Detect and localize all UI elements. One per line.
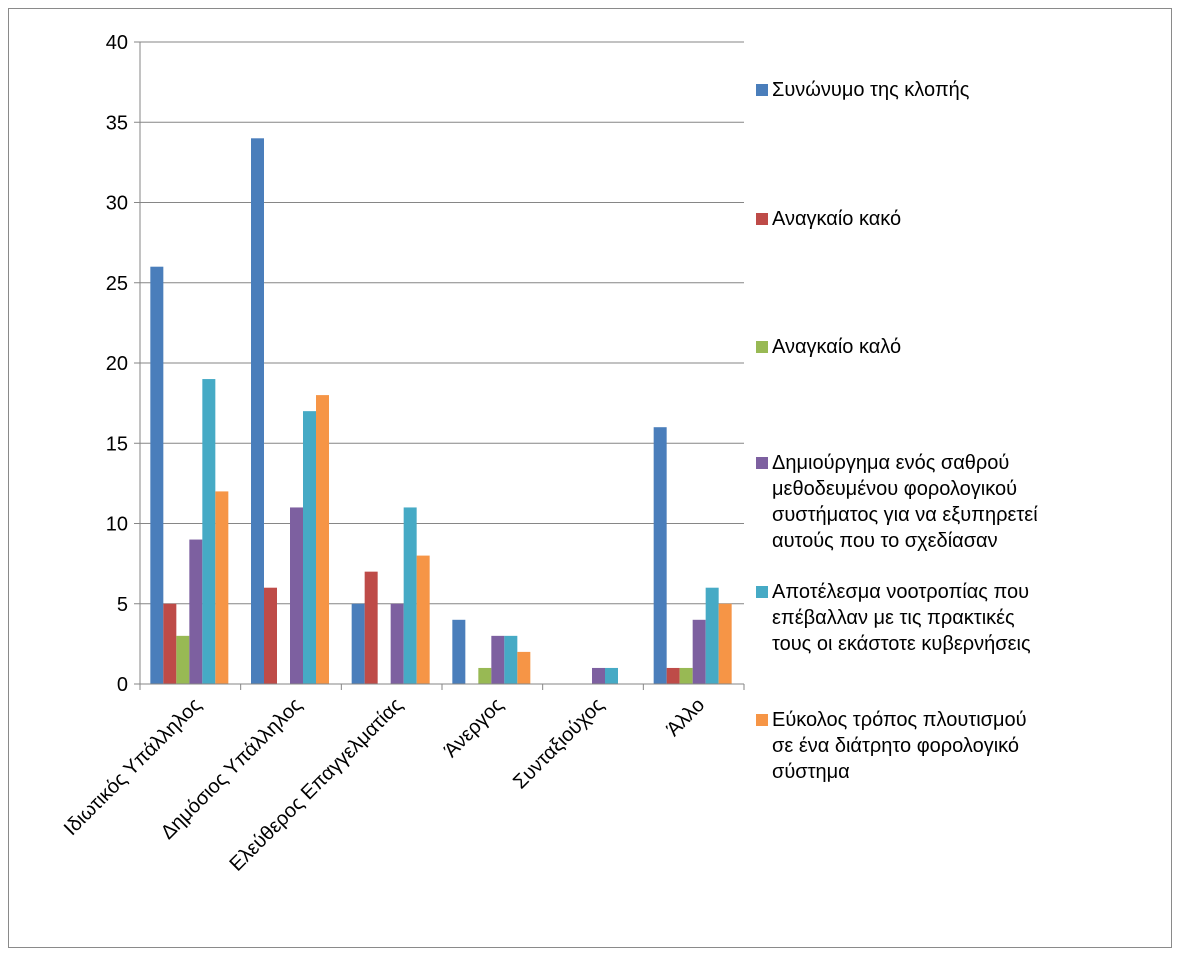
- y-tick-label: 20: [106, 353, 128, 375]
- axes: [139, 42, 745, 690]
- bar: [666, 667, 680, 684]
- legend-swatch: [756, 586, 768, 598]
- y-tick-label: 35: [106, 112, 128, 134]
- legend-label: Εύκολος τρόπος πλουτισμού: [772, 709, 1027, 731]
- x-category-label: Συνταξιούχος: [509, 694, 609, 794]
- bar: [189, 539, 203, 684]
- y-tick-label: 0: [117, 674, 128, 696]
- legend-label: Αποτέλεσμα νοοτροπίας που: [772, 581, 1029, 603]
- legend-label: Αναγκαίο κακό: [772, 208, 901, 230]
- y-tick-label: 40: [106, 32, 128, 54]
- bar: [290, 507, 303, 684]
- bar: [403, 507, 417, 684]
- bar: [351, 603, 365, 684]
- legend-label: επέβαλλαν με τις πρακτικές: [772, 607, 1015, 629]
- bar: [653, 427, 667, 684]
- legend-label: συστήματος για να εξυπηρετεί: [772, 504, 1038, 526]
- bar: [705, 587, 719, 684]
- bar: [517, 651, 531, 684]
- bar: [605, 667, 618, 684]
- bar: [202, 379, 216, 684]
- bar: [416, 555, 430, 684]
- bar: [491, 635, 505, 684]
- x-category-label: Άνεργος: [440, 694, 508, 762]
- legend-label: Αναγκαίο καλό: [772, 336, 901, 358]
- legend-swatch: [756, 84, 768, 96]
- y-tick-label: 5: [117, 594, 128, 616]
- y-axis-ticks: 0 5 10 15 20 25 30 35 40: [106, 32, 140, 696]
- bar: [251, 138, 264, 685]
- legend-label: Δημιούργημα ενός σαθρού: [772, 452, 1009, 474]
- bar: [718, 603, 732, 684]
- bar: [390, 603, 404, 684]
- legend-swatch: [756, 341, 768, 353]
- legend: Συνώνυμο της κλοπής Αναγκαίο κακό Αναγκαίο…: [756, 79, 1038, 783]
- bar: [303, 411, 316, 684]
- bar: [452, 619, 466, 684]
- x-category-label: Ελεύθερος Επαγγελματίας: [226, 694, 408, 876]
- y-tick-label: 30: [106, 193, 128, 215]
- bars: [150, 138, 732, 685]
- x-category-label: Άλλο: [662, 694, 709, 741]
- bar: [163, 603, 177, 684]
- y-tick-label: 25: [106, 273, 128, 295]
- y-tick-label: 10: [106, 514, 128, 536]
- legend-label: σύστημα: [772, 761, 850, 783]
- bar: [215, 491, 229, 684]
- bar: [592, 667, 605, 684]
- chart-frame: [8, 8, 1172, 948]
- bar: [150, 266, 164, 684]
- bar: [176, 635, 190, 684]
- legend-label: τους οι εκάστοτε κυβερνήσεις: [772, 633, 1031, 655]
- bar: [364, 571, 378, 684]
- bar: [316, 395, 329, 684]
- bar: [692, 619, 706, 684]
- gridlines: [140, 41, 744, 605]
- legend-swatch: [756, 457, 768, 469]
- legend-label: αυτούς που το σχεδίασαν: [772, 530, 998, 552]
- bar: [478, 667, 492, 684]
- bar: [504, 635, 518, 684]
- legend-swatch: [756, 213, 768, 225]
- legend-label: σε ένα διάτρητο φορολογικό: [772, 735, 1019, 757]
- legend-label: μεθοδευμένου φορολογικού: [772, 478, 1017, 500]
- legend-swatch: [756, 714, 768, 726]
- legend-label: Συνώνυμο της κλοπής: [772, 79, 970, 101]
- y-tick-label: 15: [106, 433, 128, 455]
- bar: [264, 587, 277, 684]
- bar: [679, 667, 693, 684]
